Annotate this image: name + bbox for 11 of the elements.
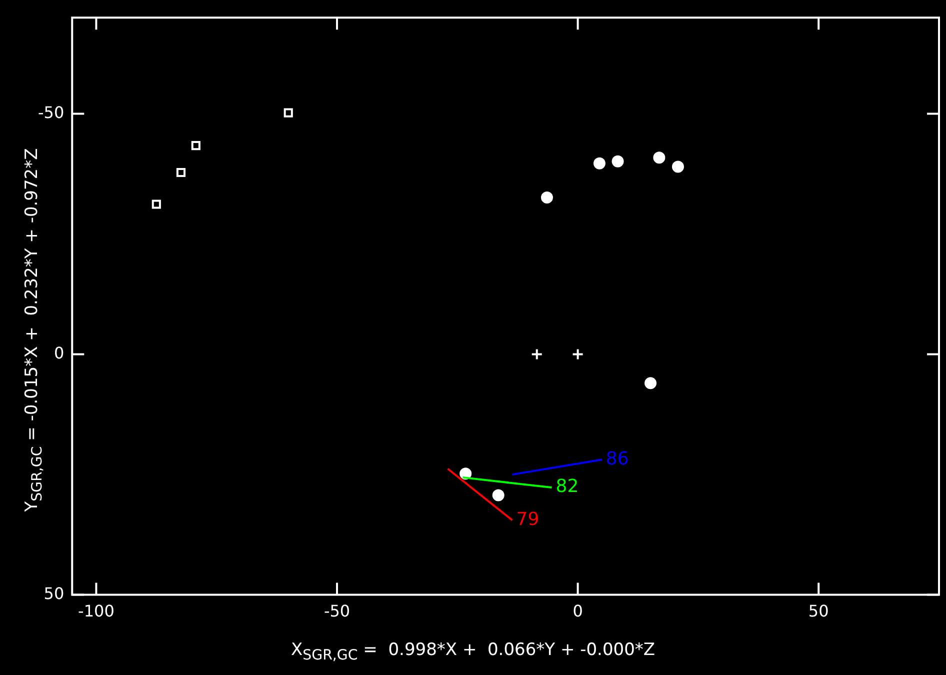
x-tick-label: -50 [324,602,350,621]
y-tick-label: -50 [38,102,64,122]
x-tick-label: 0 [572,602,583,621]
series-label: 86 [606,448,629,470]
x-tick-label: -100 [78,602,114,621]
series-label: 82 [556,476,579,498]
y-tick-label: 0 [54,343,64,362]
series-label: 79 [516,508,540,530]
x-axis-title: X$_{SGR,GC}$ = 0.998*X + 0.066*Y + -0.000*Z [290,640,656,664]
y-tick-label: 50 [44,584,64,603]
x-tick-label: 50 [808,602,829,621]
